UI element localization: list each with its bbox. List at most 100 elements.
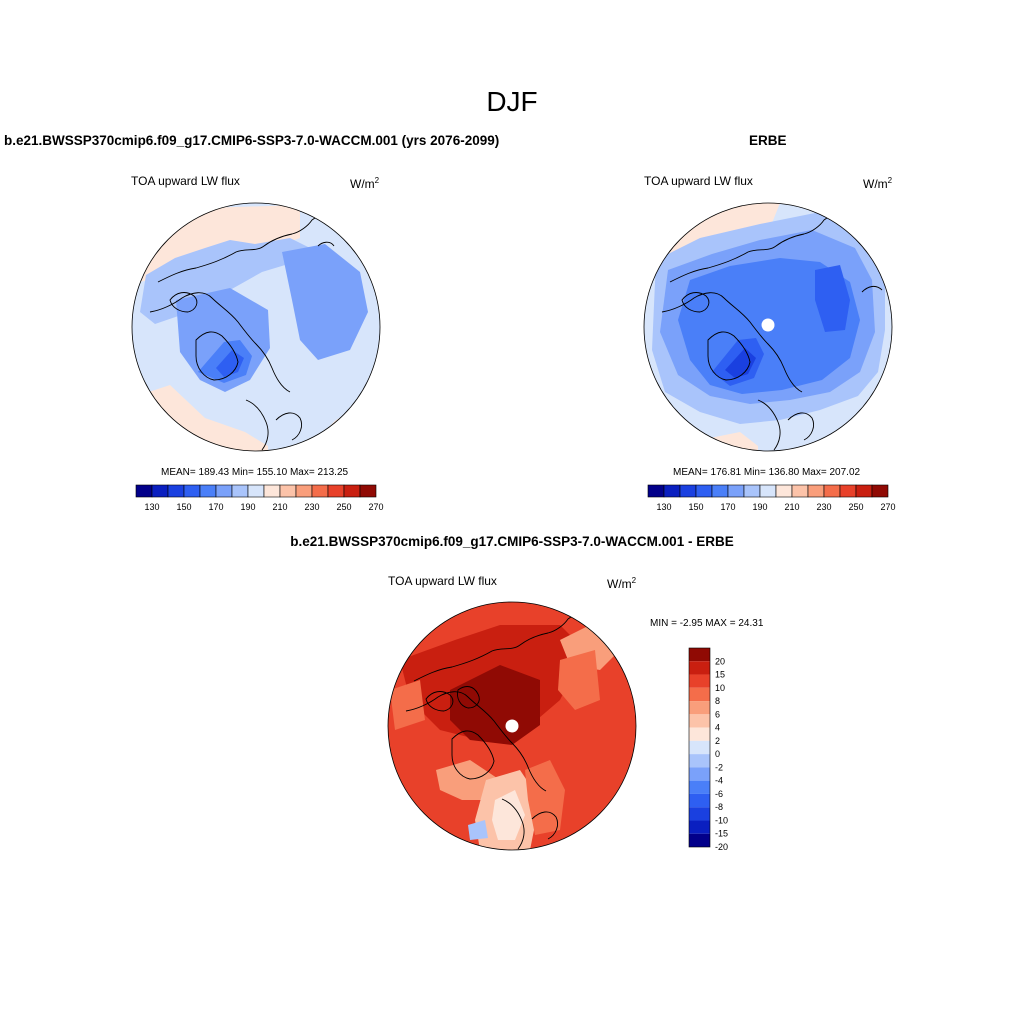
colorbar-diff-tick-label: 20 xyxy=(715,656,725,666)
colorbar-model-swatch xyxy=(359,484,377,498)
colorbar-diff-swatch xyxy=(689,727,710,741)
colorbar-model-swatch xyxy=(151,484,169,498)
colorbar-model-swatch xyxy=(279,484,297,498)
colorbar-erbe-swatch xyxy=(855,484,873,498)
colorbar-erbe-swatch xyxy=(647,484,665,498)
panel-diff-stats: MIN = -2.95 MAX = 24.31 xyxy=(650,618,764,629)
colorbar-erbe-swatch xyxy=(871,484,889,498)
colorbar-diff-swatch xyxy=(689,687,710,702)
map-erbe-border xyxy=(643,202,893,452)
map-model-border xyxy=(131,202,381,452)
colorbar-diff-tick-label: -6 xyxy=(715,789,723,799)
colorbar-erbe-swatch xyxy=(791,484,809,498)
panel-left-stats: MEAN= 189.43 Min= 155.10 Max= 213.25 xyxy=(161,467,349,478)
colorbar-diff-tick-label: -8 xyxy=(715,802,723,812)
colorbar-diff-frame xyxy=(688,647,711,848)
colorbar-model-tick-label: 190 xyxy=(240,502,255,512)
colorbar-diff-swatch xyxy=(689,674,710,688)
colorbar-erbe-swatch xyxy=(663,484,681,498)
figure-title: DJF xyxy=(486,86,538,117)
panel-left-title: b.e21.BWSSP370cmip6.f09_g17.CMIP6-SSP3-7… xyxy=(4,133,500,148)
colorbar-erbe-swatch xyxy=(679,484,697,498)
colorbar-diff-swatch xyxy=(689,780,710,794)
colorbar-model-swatch xyxy=(327,484,345,498)
colorbar-diff-tick-label: -4 xyxy=(715,776,723,786)
colorbar-erbe-swatch xyxy=(807,484,825,498)
colorbar-diff-tick-label: 0 xyxy=(715,749,720,759)
colorbar-erbe-tick-label: 230 xyxy=(816,502,831,512)
colorbar-diff-swatch xyxy=(689,701,710,715)
panel-right-title: ERBE xyxy=(749,133,787,148)
colorbar-erbe-tick-label: 150 xyxy=(688,502,703,512)
colorbar-erbe-tick-label: 250 xyxy=(848,502,863,512)
colorbar-model-tick-label: 170 xyxy=(208,502,223,512)
colorbar-diff-tick-label: -15 xyxy=(715,829,728,839)
map-diff xyxy=(388,602,636,850)
panel-left-variable: TOA upward LW flux xyxy=(131,174,240,188)
colorbar-erbe-tick-label: 210 xyxy=(784,502,799,512)
colorbar-model-swatch xyxy=(167,484,185,498)
colorbar-diff-tick-label: 4 xyxy=(715,723,720,733)
colorbar-model-tick-label: 270 xyxy=(368,502,383,512)
colorbar-diff-tick-label: 6 xyxy=(715,709,720,719)
colorbar-diff-tick-label: 15 xyxy=(715,670,725,680)
colorbar-model-swatch xyxy=(343,484,361,498)
colorbar-model-swatch xyxy=(199,484,217,498)
colorbar-erbe-swatch xyxy=(839,484,857,498)
colorbar-model-tick-label: 210 xyxy=(272,502,287,512)
colorbar-diff-swatch xyxy=(689,833,710,847)
colorbar-erbe-swatch xyxy=(759,484,777,498)
colorbar-diff-tick-label: -20 xyxy=(715,842,728,852)
colorbar-diff-tick-label: 2 xyxy=(715,736,720,746)
colorbar-model-tick-label: 250 xyxy=(336,502,351,512)
colorbar-diff-swatch xyxy=(689,714,710,728)
colorbar-model-swatch xyxy=(231,484,249,498)
panel-right-variable: TOA upward LW flux xyxy=(644,174,753,188)
map-diff-border xyxy=(387,601,637,851)
panel-right-units: W/m2 xyxy=(863,176,893,191)
colorbar-diff-swatch xyxy=(689,740,710,755)
map-erbe xyxy=(644,203,892,451)
colorbar-erbe-tick-label: 190 xyxy=(752,502,767,512)
panel-right-stats: MEAN= 176.81 Min= 136.80 Max= 207.02 xyxy=(673,467,861,478)
colorbar-diff-swatch xyxy=(689,767,710,781)
panel-diff-units: W/m2 xyxy=(607,576,637,591)
panel-diff-title: b.e21.BWSSP370cmip6.f09_g17.CMIP6-SSP3-7… xyxy=(290,534,734,549)
colorbar-model-tick-label: 150 xyxy=(176,502,191,512)
colorbar-model-swatch xyxy=(183,484,201,498)
map-model xyxy=(132,203,380,451)
panel-diff-variable: TOA upward LW flux xyxy=(388,574,497,588)
colorbar-model-swatch xyxy=(215,484,233,498)
colorbar-erbe-swatch xyxy=(775,484,793,498)
colorbar-diff-swatch xyxy=(689,648,710,662)
colorbar-erbe-tick-label: 270 xyxy=(880,502,895,512)
colorbar-erbe-swatch xyxy=(711,484,729,498)
colorbar-diff-swatch xyxy=(689,820,710,834)
colorbar-diff-swatch xyxy=(689,807,710,821)
colorbar-model-tick-label: 130 xyxy=(144,502,159,512)
colorbar-erbe-tick-label: 170 xyxy=(720,502,735,512)
colorbar-diff-swatch xyxy=(689,793,710,808)
colorbar-diff-swatch xyxy=(689,754,710,768)
colorbar-erbe-swatch xyxy=(727,484,745,498)
colorbar-erbe-tick-label: 130 xyxy=(656,502,671,512)
colorbar-diff-tick-label: 10 xyxy=(715,683,725,693)
colorbar-diff-tick-label: 8 xyxy=(715,696,720,706)
colorbar-erbe-swatch xyxy=(743,484,761,498)
colorbar-erbe: 130 150 170 190 210 230 250 270 xyxy=(647,484,896,512)
colorbar-model-swatch xyxy=(311,484,329,498)
colorbar-model: 130 150 170 190 210 230 250 270 xyxy=(135,484,384,512)
colorbar-erbe-swatch xyxy=(695,484,713,498)
colorbar-erbe-swatch xyxy=(823,484,841,498)
colorbar-model-swatch xyxy=(295,484,313,498)
colorbar-diff-tick-label: -10 xyxy=(715,815,728,825)
panel-left-units: W/m2 xyxy=(350,176,380,191)
colorbar-model-swatch xyxy=(247,484,265,498)
colorbar-diff-swatch xyxy=(689,661,710,675)
colorbar-model-tick-label: 230 xyxy=(304,502,319,512)
colorbar-model-swatch xyxy=(263,484,281,498)
colorbar-diff-tick-label: -2 xyxy=(715,762,723,772)
colorbar-model-swatch xyxy=(135,484,153,498)
